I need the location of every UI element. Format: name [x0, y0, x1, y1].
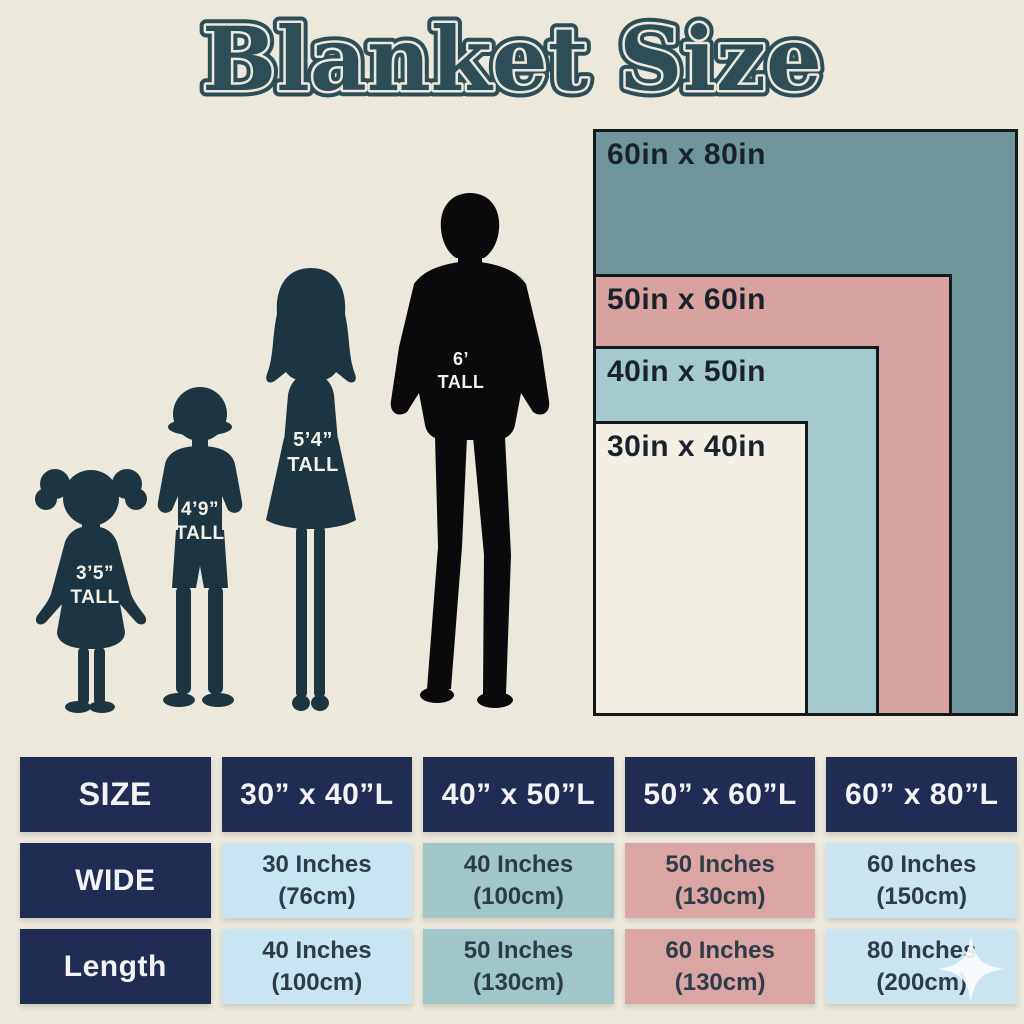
table-header-50x60: 50” x 60”L [624, 757, 816, 832]
table-cell-length-40x50: 50 Inches (130cm) [423, 929, 614, 1004]
boy-height-label: 4’9” TALL [158, 498, 242, 546]
height-word: TALL [175, 522, 225, 544]
girl-height-label: 3’5” TALL [53, 562, 137, 610]
man-height-label: 6’ TALL [419, 348, 503, 393]
table-cell-length-50x60: 60 Inches (130cm) [624, 929, 816, 1004]
table-cell-wide-40x50: 40 Inches (100cm) [423, 843, 614, 918]
woman-height-label: 5’4” TALL [270, 428, 356, 478]
table-cell-wide-30x40: 30 Inches (76cm) [221, 843, 413, 918]
height-value: 3’5” [76, 563, 114, 584]
size-table: SIZE 30” x 40”L 40” x 50”L 50” x 60”L 60… [20, 757, 1017, 1004]
height-word: TALL [437, 371, 485, 392]
table-header-60x80: 60” x 80”L [826, 757, 1017, 832]
blanket-rect-label: 60in x 80in [607, 138, 766, 171]
blanket-rect-label: 50in x 60in [607, 283, 766, 316]
girl-silhouette [35, 469, 147, 713]
table-cell-wide-60x80: 60 Inches (150cm) [826, 843, 1017, 918]
boy-silhouette [157, 387, 243, 707]
table-cell-length-30x40: 40 Inches (100cm) [221, 929, 413, 1004]
height-value: 4’9” [181, 499, 219, 520]
table-row-label-length: Length [20, 929, 211, 1004]
page-title: Blanket Size [202, 7, 822, 111]
height-word: TALL [287, 454, 339, 476]
blanket-rect-label: 30in x 40in [607, 430, 766, 463]
table-header-30x40: 30” x 40”L [221, 757, 413, 832]
table-cell-wide-50x60: 50 Inches (130cm) [624, 843, 816, 918]
page-title-outline: Blanket Size [202, 7, 822, 111]
table-header-size: SIZE [20, 757, 211, 832]
man-silhouette [390, 193, 550, 708]
blanket-rect-label: 40in x 50in [607, 355, 766, 388]
height-word: TALL [70, 586, 120, 608]
sparkle-icon [938, 936, 1004, 1002]
table-header-40x50: 40” x 50”L [423, 757, 614, 832]
height-value: 6’ [452, 349, 469, 369]
height-value: 5’4” [293, 429, 333, 451]
woman-silhouette [266, 268, 356, 711]
blanket-rect-30x40: 30in x 40in [593, 421, 808, 716]
page-title-art: Blanket Size Blanket Size [196, 1, 829, 118]
table-row-label-wide: WIDE [20, 843, 211, 918]
